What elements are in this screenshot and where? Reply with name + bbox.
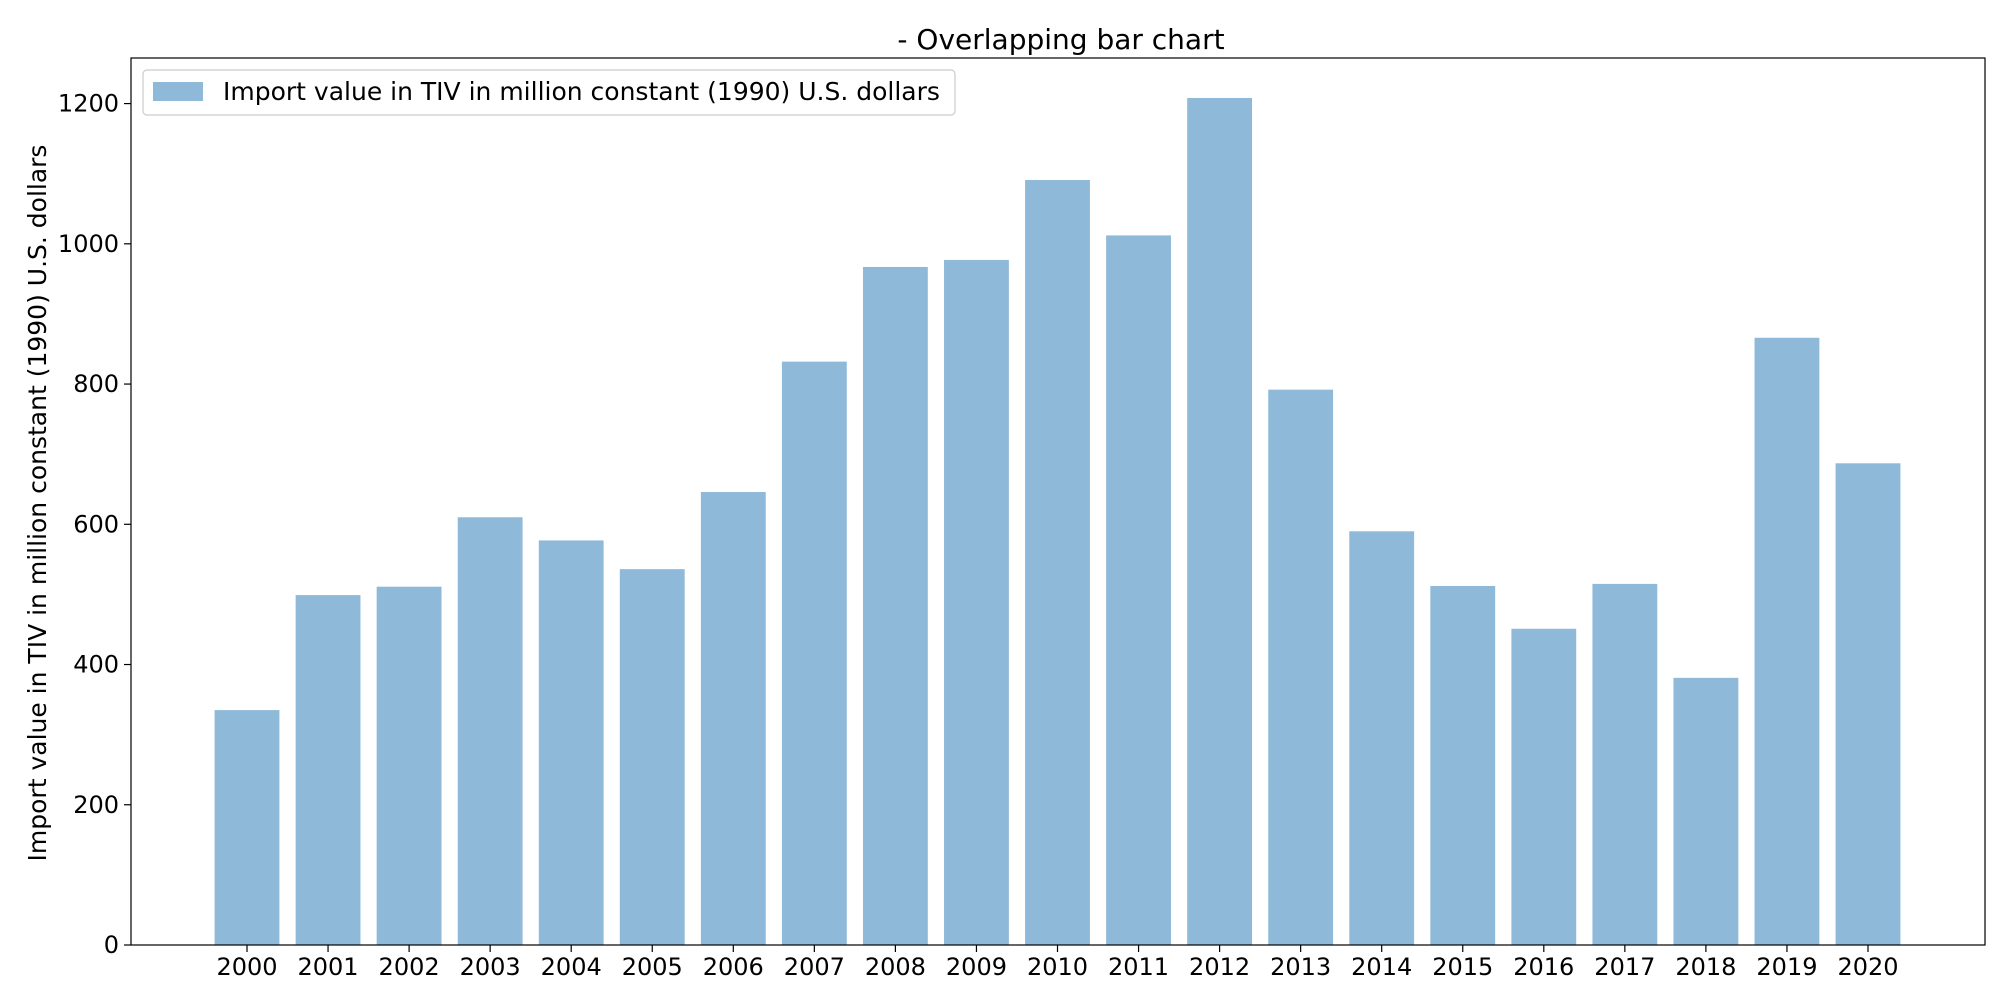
bar-2006 <box>700 492 766 945</box>
x-tick-label-2008: 2008 <box>865 953 926 981</box>
chart-title: - Overlapping bar chart <box>897 23 1224 56</box>
x-tick-label-2013: 2013 <box>1270 953 1331 981</box>
bar-2010 <box>1025 180 1090 945</box>
bar-2004 <box>538 540 604 945</box>
y-axis-ticks: 0 200 400 600 800 1000 1200 <box>58 90 131 959</box>
x-tick-label-2014: 2014 <box>1351 953 1412 981</box>
bars-layer <box>214 97 1901 946</box>
x-tick-label-2020: 2020 <box>1837 953 1898 981</box>
y-tick-label-200: 200 <box>73 791 119 819</box>
x-tick-label-2005: 2005 <box>622 953 683 981</box>
bar-2014 <box>1349 531 1415 945</box>
y-tick-label-1200: 1200 <box>58 90 119 118</box>
x-tick-label-2010: 2010 <box>1027 953 1088 981</box>
x-tick-label-2002: 2002 <box>379 953 440 981</box>
bar-2020 <box>1835 463 1901 945</box>
x-tick-label-2019: 2019 <box>1756 953 1817 981</box>
x-tick-label-2012: 2012 <box>1189 953 1250 981</box>
x-tick-label-2009: 2009 <box>946 953 1007 981</box>
y-tick-label-400: 400 <box>73 651 119 679</box>
bar-2002 <box>376 586 442 945</box>
legend-label: Import value in TIV in million constant … <box>223 77 940 106</box>
x-tick-label-2018: 2018 <box>1675 953 1736 981</box>
x-axis-ticks: 2000 2001 2002 2003 2004 2005 2006 2007 2008 2009… <box>216 945 1899 981</box>
legend: Import value in TIV in million constant … <box>142 69 956 116</box>
bar-2000 <box>214 710 280 945</box>
bar-2017 <box>1592 583 1658 945</box>
legend-box <box>142 69 956 116</box>
y-tick-label-0: 0 <box>104 931 119 959</box>
y-tick-label-1000: 1000 <box>58 230 119 258</box>
bar-2011 <box>1106 235 1171 945</box>
bar-2008 <box>862 266 928 945</box>
x-tick-label-2003: 2003 <box>460 953 521 981</box>
bar-2013 <box>1268 389 1334 945</box>
x-tick-label-2017: 2017 <box>1594 953 1655 981</box>
bar-2001 <box>295 595 361 945</box>
y-axis-label: Import value in TIV in million constant … <box>23 145 52 862</box>
bar-2012 <box>1187 97 1253 946</box>
legend-swatch <box>153 82 203 101</box>
bar-2019 <box>1754 337 1820 945</box>
bar-2016 <box>1511 628 1577 945</box>
x-tick-label-2016: 2016 <box>1513 953 1574 981</box>
bar-2015 <box>1430 585 1496 945</box>
bar-2018 <box>1673 677 1739 945</box>
x-tick-label-2004: 2004 <box>541 953 602 981</box>
bar-2005 <box>619 569 685 945</box>
x-tick-label-2007: 2007 <box>784 953 845 981</box>
y-tick-label-600: 600 <box>73 510 119 538</box>
x-tick-label-2015: 2015 <box>1432 953 1493 981</box>
bar-2007 <box>781 361 847 945</box>
x-tick-label-2000: 2000 <box>216 953 277 981</box>
bar-2009 <box>944 259 1009 945</box>
x-tick-label-2006: 2006 <box>703 953 764 981</box>
x-tick-label-2011: 2011 <box>1108 953 1169 981</box>
y-tick-label-800: 800 <box>73 370 119 398</box>
bar-2003 <box>457 517 523 945</box>
x-tick-label-2001: 2001 <box>298 953 359 981</box>
plot-frame <box>130 57 1986 946</box>
